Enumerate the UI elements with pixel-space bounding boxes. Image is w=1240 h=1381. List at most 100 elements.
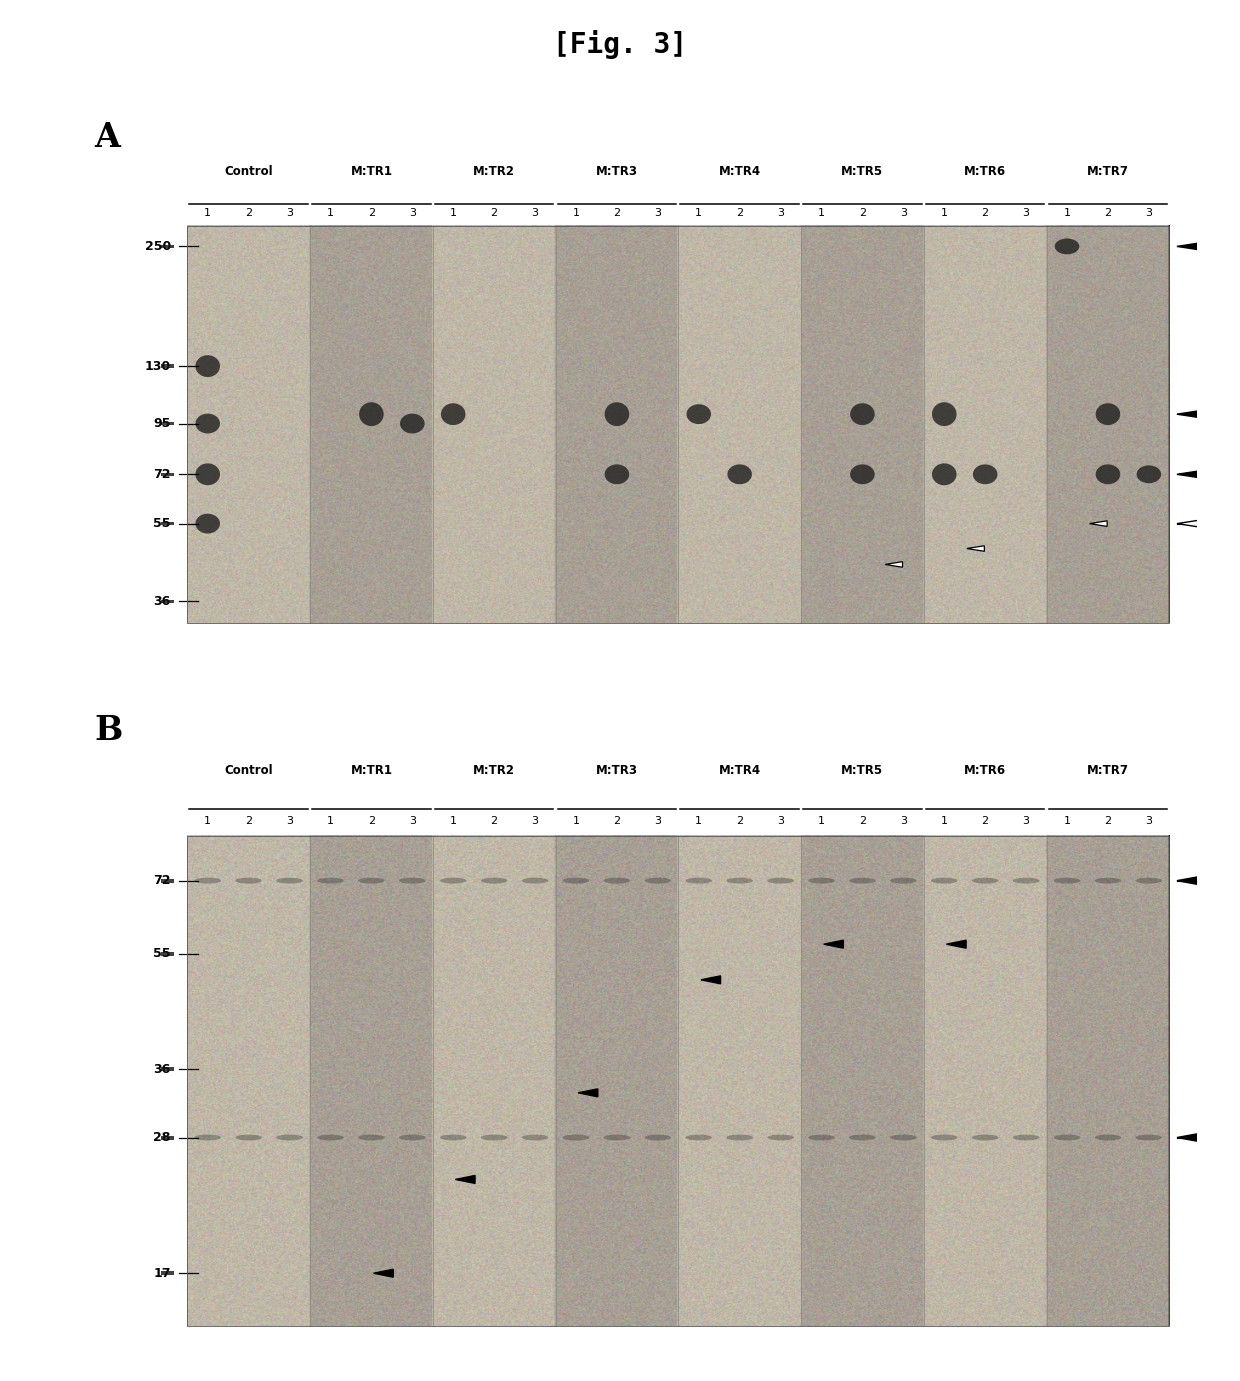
Text: 3: 3	[900, 816, 906, 826]
Text: M:TR5: M:TR5	[842, 764, 883, 776]
Polygon shape	[1177, 521, 1199, 528]
Text: 1: 1	[1064, 816, 1070, 826]
Text: 2: 2	[246, 816, 252, 826]
Ellipse shape	[1013, 1135, 1039, 1141]
Text: M:TR7: M:TR7	[1087, 764, 1128, 776]
Text: 55: 55	[154, 516, 171, 530]
Text: 95: 95	[154, 417, 171, 429]
Text: 1: 1	[1064, 207, 1070, 218]
Text: M:TR6: M:TR6	[965, 164, 1006, 178]
Text: 1: 1	[696, 207, 702, 218]
Ellipse shape	[808, 878, 835, 884]
Text: M:TR3: M:TR3	[596, 164, 637, 178]
Text: 1: 1	[205, 207, 211, 218]
Ellipse shape	[890, 1135, 916, 1141]
Text: M:TR1: M:TR1	[351, 164, 392, 178]
Text: 2: 2	[614, 207, 620, 218]
Ellipse shape	[195, 1135, 221, 1141]
Bar	[161, 599, 174, 603]
Bar	[161, 1272, 174, 1275]
Ellipse shape	[931, 878, 957, 884]
Ellipse shape	[1095, 1135, 1121, 1141]
Ellipse shape	[851, 403, 874, 425]
Ellipse shape	[317, 1135, 343, 1141]
Text: 36: 36	[154, 595, 171, 608]
Ellipse shape	[1096, 464, 1120, 485]
Text: M:TR4: M:TR4	[719, 164, 760, 178]
Polygon shape	[373, 1269, 393, 1277]
Text: 3: 3	[532, 207, 538, 218]
Ellipse shape	[401, 414, 424, 434]
Text: Control: Control	[224, 164, 273, 178]
Text: M:TR1: M:TR1	[351, 764, 392, 776]
Ellipse shape	[277, 1135, 303, 1141]
Text: 2: 2	[982, 207, 988, 218]
Ellipse shape	[195, 878, 221, 884]
Ellipse shape	[932, 464, 956, 485]
Text: M:TR6: M:TR6	[965, 764, 1006, 776]
Ellipse shape	[440, 878, 466, 884]
Text: 1: 1	[327, 207, 334, 218]
Ellipse shape	[728, 464, 751, 485]
Text: 3: 3	[655, 816, 661, 826]
Ellipse shape	[399, 1135, 425, 1141]
Ellipse shape	[196, 464, 219, 485]
Text: 1: 1	[696, 816, 702, 826]
Ellipse shape	[236, 1135, 262, 1141]
Ellipse shape	[196, 514, 219, 533]
Text: 1: 1	[450, 816, 456, 826]
Bar	[161, 522, 174, 525]
Polygon shape	[1177, 1134, 1199, 1142]
Text: 3: 3	[655, 207, 661, 218]
Polygon shape	[1177, 877, 1199, 885]
Ellipse shape	[563, 878, 589, 884]
Text: 1: 1	[327, 816, 334, 826]
Ellipse shape	[931, 1135, 957, 1141]
Text: 3: 3	[409, 207, 415, 218]
Ellipse shape	[522, 878, 548, 884]
Text: 250: 250	[145, 240, 171, 253]
Text: 2: 2	[1105, 207, 1111, 218]
Ellipse shape	[645, 878, 671, 884]
Ellipse shape	[196, 355, 219, 377]
Ellipse shape	[645, 1135, 671, 1141]
Text: 2: 2	[246, 207, 252, 218]
Text: B: B	[94, 714, 123, 747]
Text: 2: 2	[368, 207, 374, 218]
Text: M:TR7: M:TR7	[1087, 164, 1128, 178]
Ellipse shape	[727, 878, 753, 884]
Bar	[161, 1068, 174, 1072]
Text: 2: 2	[491, 207, 497, 218]
Text: 1: 1	[818, 816, 825, 826]
Text: 55: 55	[154, 947, 171, 960]
Ellipse shape	[1013, 878, 1039, 884]
Text: A: A	[94, 122, 120, 155]
Bar	[161, 952, 174, 956]
Text: 3: 3	[286, 207, 293, 218]
Text: 3: 3	[1023, 207, 1029, 218]
Bar	[161, 365, 174, 367]
Bar	[187, 836, 1169, 1326]
Polygon shape	[885, 562, 903, 568]
Ellipse shape	[1054, 878, 1080, 884]
Ellipse shape	[849, 878, 875, 884]
Ellipse shape	[932, 402, 956, 427]
Text: 2: 2	[737, 816, 743, 826]
Text: 3: 3	[1146, 816, 1152, 826]
Text: 2: 2	[859, 207, 866, 218]
Ellipse shape	[399, 878, 425, 884]
Text: 36: 36	[154, 1062, 171, 1076]
Text: 1: 1	[818, 207, 825, 218]
Bar	[161, 472, 174, 476]
Text: 2: 2	[982, 816, 988, 826]
Ellipse shape	[851, 464, 874, 485]
Text: 2: 2	[614, 816, 620, 826]
Text: M:TR2: M:TR2	[474, 164, 515, 178]
Text: 3: 3	[777, 816, 784, 826]
Polygon shape	[946, 940, 966, 949]
Text: 3: 3	[409, 816, 415, 826]
Text: 2: 2	[491, 816, 497, 826]
Ellipse shape	[605, 402, 629, 427]
Ellipse shape	[1095, 878, 1121, 884]
Polygon shape	[1177, 471, 1199, 478]
